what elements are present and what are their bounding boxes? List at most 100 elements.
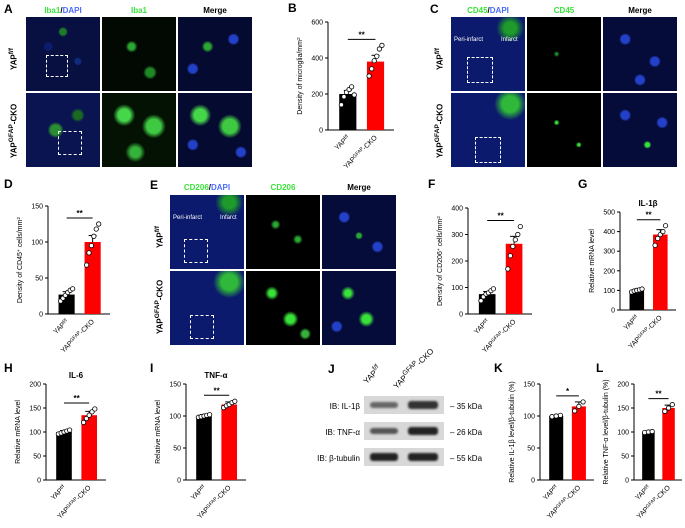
data-point-l: [649, 428, 655, 435]
blot-row-label-tubulin: IB: β-tubulin: [317, 454, 360, 463]
y-axis-label-g: Relative mRNA level: [589, 229, 596, 293]
data-point-b: [379, 42, 385, 49]
blot-strip-il1b: [364, 396, 444, 414]
y-tick-label-d: 150: [31, 204, 43, 211]
x-tick-label-i-0: YAPf/f: [189, 483, 208, 502]
data-point-b: [341, 94, 347, 100]
data-point-k: [549, 414, 555, 420]
panel-c-header-merged: CD45/DAPI: [467, 6, 509, 15]
x-tick-label-h-0: YAPf/f: [49, 483, 68, 502]
data-point-d: [86, 250, 92, 256]
y-tick-label-l: 100: [617, 430, 629, 437]
data-point-l: [662, 408, 668, 414]
blot-strip-tubulin: [364, 448, 444, 466]
bar-f-1: [505, 243, 523, 314]
y-axis-label-l: Relative TNF-α level/β-tubulin (%): [603, 379, 610, 484]
data-point-k: [576, 403, 582, 409]
inset-box: [46, 55, 68, 77]
data-point-b: [351, 92, 357, 98]
data-point-f: [515, 231, 521, 238]
y-tick-label-b: 600: [311, 20, 323, 27]
infarct-annotation: Infarct: [501, 37, 518, 43]
bar-b-0: [339, 94, 357, 130]
data-point-f: [490, 286, 497, 292]
data-point-f: [512, 237, 518, 243]
blot-size-il1b: – 35 kDa: [450, 402, 483, 411]
panel-c-image-ctrl-cd45: [527, 17, 601, 91]
panel-a-image-cko-merge: [178, 93, 252, 167]
y-tick-label-b: 200: [311, 92, 323, 99]
blot-size-tnfa: – 26 kDa: [450, 428, 483, 437]
data-point-f: [510, 243, 516, 250]
blot-size-tubulin: – 55 kDa: [450, 454, 483, 463]
panel-a-image-cko-dapi: [26, 93, 100, 167]
bar-h-1: [81, 415, 97, 480]
data-point-l: [665, 405, 672, 411]
data-point-g: [639, 286, 645, 292]
panel-label-b: B: [288, 1, 297, 15]
blot-band: [408, 453, 438, 461]
y-tick-label-k: 0: [531, 478, 535, 485]
bar-i-1: [221, 404, 237, 480]
y-tick-label-b: 400: [311, 56, 323, 63]
data-point-g: [655, 235, 661, 242]
data-point-g: [652, 242, 658, 248]
panel-c-image-ctrl-dapi: Peri-infarct Infarct: [451, 17, 525, 91]
panel-a-header-merged: Iba1/DAPI: [44, 6, 82, 15]
significance-label-k: *: [566, 387, 570, 396]
blot-row-label-il1b: IB: IL-1β: [329, 402, 360, 411]
panel-e-header-single: CD206: [270, 183, 296, 192]
data-point-g: [660, 229, 666, 235]
data-point-b: [371, 58, 377, 64]
blot-band: [408, 427, 438, 435]
y-tick-label-d: 100: [31, 240, 43, 247]
panel-c-image-cko-cd45: [527, 93, 601, 167]
panel-label-g: G: [578, 177, 587, 191]
inset-box: [467, 57, 493, 83]
panel-c-image-ctrl-merge: [603, 17, 677, 91]
data-point-h: [83, 415, 89, 422]
panel-c-image-cko-merge: [603, 93, 677, 167]
y-tick-label-l: 150: [617, 406, 629, 413]
blot-band: [370, 453, 398, 461]
panel-a-image-ctrl-dapi: [26, 17, 100, 91]
y-tick-label-d: 50: [35, 276, 43, 283]
y-tick-label-b: 0: [319, 128, 323, 135]
y-tick-label-h: 150: [29, 406, 41, 413]
y-tick-label-g: 0: [611, 308, 615, 315]
panel-label-i: I: [150, 361, 153, 375]
y-tick-label-k: 150: [523, 382, 535, 389]
panel-label-c: C: [430, 2, 439, 16]
data-point-h: [86, 412, 92, 418]
bar-l-0: [642, 432, 655, 480]
data-point-b: [366, 73, 372, 79]
y-tick-label-f: 300: [451, 232, 463, 239]
panel-label-h: H: [4, 361, 13, 375]
significance-label-d: **: [77, 209, 84, 218]
data-point-f: [505, 266, 511, 272]
blot-strip-tnfa: [364, 422, 444, 440]
blot-band: [370, 428, 398, 434]
y-tick-label-i: 50: [173, 446, 181, 453]
significance-label-l: **: [655, 390, 662, 399]
panel-e-header-merged: CD206/DAPI: [183, 183, 231, 192]
y-tick-label-f: 0: [459, 312, 463, 319]
y-tick-label-f: 100: [451, 285, 463, 292]
data-point-f: [478, 298, 484, 304]
chart-title-h: IL-6: [69, 371, 84, 380]
panel-a-image-cko-iba1: [102, 93, 176, 167]
blot-band: [370, 402, 398, 408]
panel-a-image-ctrl-merge: [178, 17, 252, 91]
significance-label-h: **: [73, 394, 80, 403]
bar-b-1: [366, 61, 385, 130]
y-tick-label-i: 0: [177, 478, 181, 485]
data-point-l: [669, 402, 675, 408]
infarct-annotation: Infarct: [220, 215, 237, 221]
panel-label-l: L: [596, 361, 603, 375]
data-point-i: [207, 412, 213, 418]
y-axis-label-d: Density of CD45+ cells/mm2: [16, 217, 25, 303]
data-point-k: [572, 408, 578, 414]
bar-d-1: [84, 242, 101, 314]
panel-label-e: E: [150, 178, 159, 192]
bar-g-0: [629, 290, 645, 310]
